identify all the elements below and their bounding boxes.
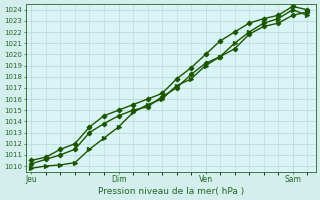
X-axis label: Pression niveau de la mer( hPa ): Pression niveau de la mer( hPa ) <box>98 187 244 196</box>
